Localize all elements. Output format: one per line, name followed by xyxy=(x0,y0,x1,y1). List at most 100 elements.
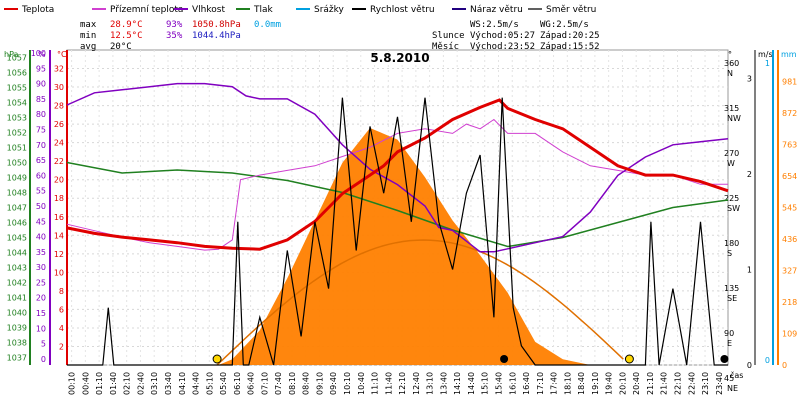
rain-tick: 1 xyxy=(765,59,770,68)
stat-min-temp: 12.5°C xyxy=(110,31,143,41)
time-tick: 15:10 xyxy=(481,372,490,395)
sun-marker xyxy=(624,354,634,364)
radiation-tick: 654 xyxy=(782,172,797,181)
time-tick: 11:40 xyxy=(384,372,393,395)
time-tick: 08:40 xyxy=(302,372,311,395)
pressure-tick: 1039 xyxy=(7,324,27,333)
time-tick: 16:40 xyxy=(522,372,531,395)
time-tick: 00:10 xyxy=(68,372,77,395)
time-tick: 14:40 xyxy=(467,372,476,395)
sun-set: Západ:20:25 xyxy=(540,31,600,41)
radiation-tick: 981 xyxy=(782,78,797,87)
pressure-tick: 1038 xyxy=(7,339,27,348)
series-teplota xyxy=(66,98,729,251)
series-prizemni-teplota xyxy=(66,118,728,251)
time-tick: 01:10 xyxy=(95,372,104,395)
humidity-tick: 35 xyxy=(36,248,46,257)
time-tick: 06:40 xyxy=(247,372,256,395)
time-tick: 00:40 xyxy=(81,372,90,395)
direction-tick: 135 xyxy=(724,284,739,293)
legend-label: Přízemní teplota xyxy=(110,5,183,15)
stat-avg-label: avg xyxy=(80,42,96,52)
time-tick: 23:10 xyxy=(701,372,710,395)
temp-tick: 16 xyxy=(54,213,64,222)
radiation-tick: 763 xyxy=(782,141,797,150)
pressure-tick: 1046 xyxy=(7,219,27,228)
pressure-tick: 1043 xyxy=(7,264,27,273)
temp-tick: 4 xyxy=(59,324,64,333)
stat-max-rain: 0.0mm xyxy=(254,20,281,30)
temp-tick: 26 xyxy=(54,120,64,129)
radiation-tick: 0 xyxy=(782,361,787,370)
humidity-tick: 80 xyxy=(36,110,46,119)
pressure-tick: 1044 xyxy=(7,249,27,258)
time-tick: 17:10 xyxy=(536,372,545,395)
legend: Teplota Přízemní teplota Vlhkost Tlak Srážky… xyxy=(4,5,596,15)
pressure-tick: 1053 xyxy=(7,114,27,123)
pressure-tick: 1041 xyxy=(7,294,27,303)
humidity-tick: 60 xyxy=(36,171,46,180)
direction-tick: 45 xyxy=(724,374,734,383)
wind-wg: WG:2.5m/s xyxy=(540,20,589,30)
pressure-tick: 1047 xyxy=(7,204,27,213)
time-tick: 06:10 xyxy=(233,372,242,395)
time-tick: 02:40 xyxy=(136,372,145,395)
legend-label: Tlak xyxy=(253,5,274,15)
sun-label: Slunce xyxy=(432,31,465,41)
humidity-tick: 55 xyxy=(36,187,46,196)
sun-rise: Východ:05:27 xyxy=(470,31,535,41)
time-tick: 02:10 xyxy=(123,372,132,395)
humidity-tick: 20 xyxy=(36,294,46,303)
time-tick: 07:40 xyxy=(274,372,283,395)
series-vlhkost xyxy=(66,82,729,253)
rain-tick: 0 xyxy=(765,356,770,365)
pressure-tick: 1052 xyxy=(7,129,27,138)
legend-label: Rychlost větru xyxy=(370,5,435,15)
time-tick: 08:10 xyxy=(288,372,297,395)
direction-label: NW xyxy=(727,114,741,123)
unit-ms: m/s xyxy=(758,50,773,59)
pressure-tick: 1048 xyxy=(7,189,27,198)
time-tick: 18:40 xyxy=(577,372,586,395)
series-group xyxy=(66,82,729,366)
time-tick: 17:40 xyxy=(550,372,559,395)
radiation-tick: 872 xyxy=(782,109,797,118)
radiation-area xyxy=(218,128,591,365)
humidity-tick: 100 xyxy=(31,49,46,58)
humidity-tick: 65 xyxy=(36,156,46,165)
temp-tick: 28 xyxy=(54,102,64,111)
direction-label: S xyxy=(727,249,732,258)
time-tick: 03:10 xyxy=(150,372,159,395)
temp-tick: 10 xyxy=(54,268,64,277)
time-tick: 22:40 xyxy=(687,372,696,395)
pressure-tick: 1057 xyxy=(7,54,27,63)
direction-label: NE xyxy=(727,384,738,393)
time-tick: 05:40 xyxy=(219,372,228,395)
temp-tick: 14 xyxy=(54,231,64,240)
temp-tick: 32 xyxy=(54,65,64,74)
direction-tick: 315 xyxy=(724,104,739,113)
temp-tick: 30 xyxy=(54,83,64,92)
unit-degc: °C xyxy=(57,50,67,59)
time-tick: 21:10 xyxy=(646,372,655,395)
direction-tick: 360 xyxy=(724,59,739,68)
humidity-tick: 15 xyxy=(36,309,46,318)
time-tick: 12:40 xyxy=(412,372,421,395)
legend-label: Teplota xyxy=(21,5,54,15)
time-tick: 12:10 xyxy=(398,372,407,395)
humidity-tick: 0 xyxy=(41,355,46,364)
axes: hPa% °C1037103810391040104110421043104410… xyxy=(4,49,797,395)
pressure-tick: 1051 xyxy=(7,144,27,153)
wind-tick: 2 xyxy=(747,170,752,179)
time-tick: 18:10 xyxy=(563,372,572,395)
stat-min-label: min xyxy=(80,31,96,41)
series-rychlost-vetru xyxy=(67,97,728,366)
time-tick: 09:40 xyxy=(329,372,338,395)
time-tick: 15:40 xyxy=(494,372,503,395)
stat-avg-temp: 20°C xyxy=(110,42,132,52)
moon-set: Západ:15:52 xyxy=(540,42,600,52)
direction-label: E xyxy=(727,339,732,348)
time-tick: 19:40 xyxy=(605,372,614,395)
stat-max-temp: 28.9°C xyxy=(110,20,143,30)
humidity-tick: 25 xyxy=(36,278,46,287)
